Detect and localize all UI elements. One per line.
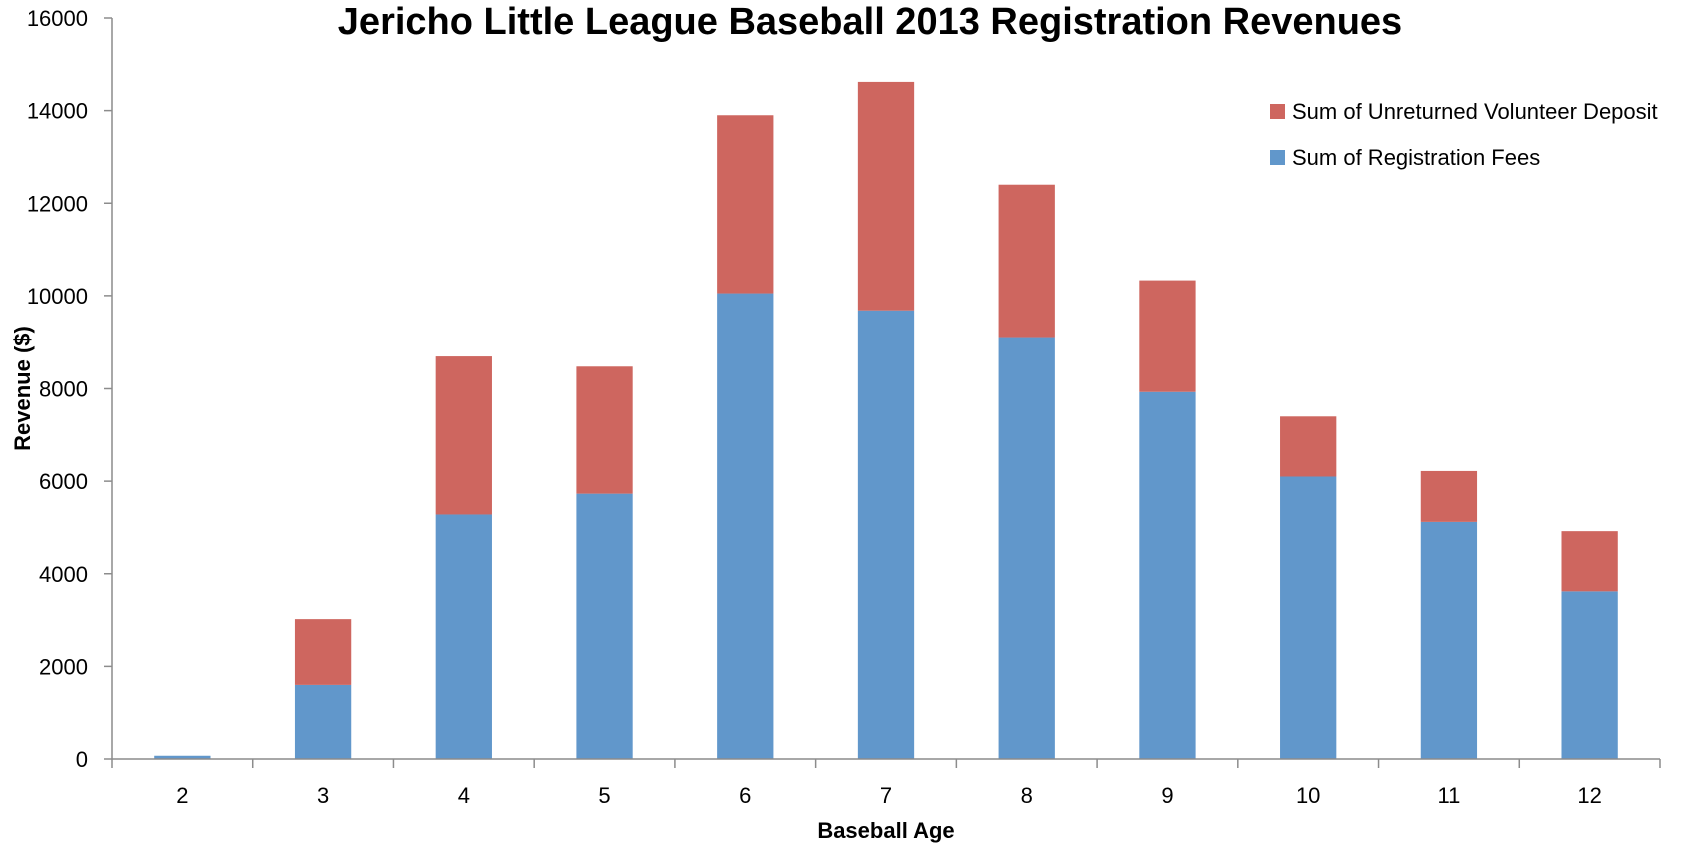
x-tick-label-4: 4 [458, 783, 470, 808]
legend-swatch-1 [1270, 150, 1285, 165]
x-tick-label-10: 10 [1296, 783, 1320, 808]
axes-layer: 0 2000 4000 6000 8000 10000 12000 14000 16000 2 3 4… [27, 6, 1661, 808]
bars-layer [154, 81, 1618, 759]
chart-title: Jericho Little League Baseball 2013 Regi… [338, 1, 1402, 43]
y-tick-label-14000: 14000 [27, 99, 88, 124]
x-tick-label-2: 2 [176, 783, 188, 808]
bar-registration-fees-4 [435, 514, 492, 759]
legend-swatch-0 [1270, 104, 1285, 119]
x-tick-label-9: 9 [1161, 783, 1173, 808]
bar-registration-fees-3 [294, 684, 352, 759]
x-tick-label-12: 12 [1577, 783, 1601, 808]
y-tick-label-4000: 4000 [39, 562, 88, 587]
bar-volunteer-deposit-4 [435, 356, 492, 515]
bar-registration-fees-2 [154, 755, 211, 759]
bar-volunteer-deposit-9 [1139, 280, 1196, 392]
bar-volunteer-deposit-7 [857, 81, 915, 311]
x-tick-label-11: 11 [1437, 783, 1460, 808]
y-tick-label-12000: 12000 [27, 191, 88, 216]
x-tick-label-6: 6 [739, 783, 751, 808]
y-tick-label-2000: 2000 [39, 654, 88, 679]
y-tick-label-8000: 8000 [39, 377, 88, 402]
x-tick-label-8: 8 [1021, 783, 1033, 808]
bar-registration-fees-5 [576, 493, 633, 759]
bar-volunteer-deposit-3 [294, 619, 352, 685]
bar-registration-fees-8 [998, 337, 1055, 759]
bar-volunteer-deposit-12 [1561, 531, 1618, 592]
y-tick-label-6000: 6000 [39, 469, 88, 494]
bar-volunteer-deposit-10 [1280, 416, 1337, 477]
bar-registration-fees-10 [1280, 476, 1337, 759]
x-tick-label-7: 7 [880, 783, 892, 808]
bar-volunteer-deposit-8 [998, 184, 1055, 338]
bar-registration-fees-6 [717, 293, 774, 759]
x-axis-title: Baseball Age [817, 818, 954, 843]
bar-volunteer-deposit-5 [576, 366, 633, 494]
y-tick-label-16000: 16000 [27, 6, 88, 31]
legend-label-0: Sum of Unreturned Volunteer Deposit [1292, 99, 1658, 124]
y-tick-label-10000: 10000 [27, 284, 88, 309]
y-tick-label-0: 0 [76, 747, 88, 772]
bar-registration-fees-9 [1139, 391, 1196, 759]
x-tick-label-5: 5 [598, 783, 610, 808]
bar-volunteer-deposit-6 [717, 115, 774, 294]
legend: Sum of Unreturned Volunteer Deposit Sum o… [1270, 99, 1658, 170]
bar-volunteer-deposit-11 [1420, 470, 1478, 522]
bar-registration-fees-7 [857, 310, 915, 759]
bar-registration-fees-12 [1561, 591, 1618, 759]
legend-label-1: Sum of Registration Fees [1292, 145, 1540, 170]
bar-registration-fees-11 [1420, 521, 1478, 759]
y-axis-title: Revenue ($) [10, 326, 35, 451]
x-tick-label-3: 3 [317, 783, 329, 808]
